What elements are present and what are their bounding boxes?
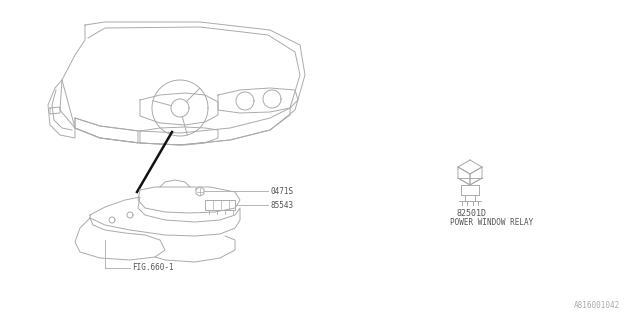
Text: POWER WINDOW RELAY: POWER WINDOW RELAY [450, 218, 533, 227]
Text: FIG.660-1: FIG.660-1 [132, 263, 173, 273]
Text: 82501D: 82501D [456, 209, 486, 218]
Text: 85543: 85543 [270, 201, 293, 210]
Bar [205, 200, 235, 210]
Text: 0471S: 0471S [270, 187, 293, 196]
Text: A816001042: A816001042 [573, 301, 620, 310]
